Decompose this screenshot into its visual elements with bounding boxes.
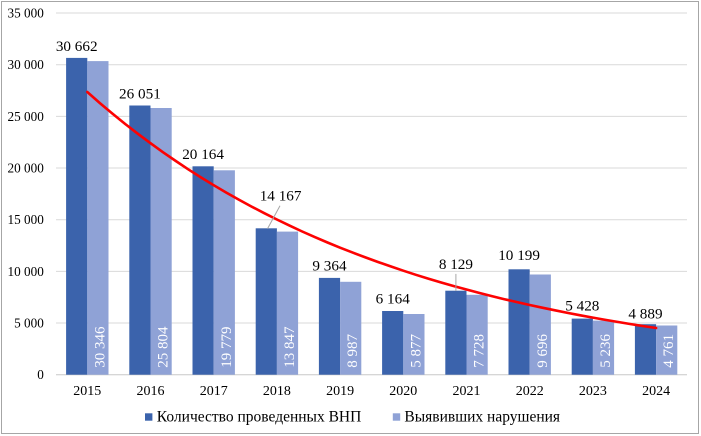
svg-text:25 000: 25 000 bbox=[8, 109, 45, 124]
svg-text:30 662: 30 662 bbox=[56, 38, 98, 55]
svg-text:5 877: 5 877 bbox=[408, 334, 424, 368]
svg-text:2016: 2016 bbox=[137, 384, 165, 399]
svg-text:20 164: 20 164 bbox=[182, 146, 224, 163]
svg-text:30 346: 30 346 bbox=[92, 326, 108, 368]
svg-text:8 129: 8 129 bbox=[439, 256, 473, 273]
svg-text:0: 0 bbox=[37, 367, 44, 382]
svg-text:2019: 2019 bbox=[326, 384, 354, 399]
svg-text:7 728: 7 728 bbox=[472, 334, 488, 368]
svg-text:15 000: 15 000 bbox=[8, 212, 45, 227]
svg-text:19 779: 19 779 bbox=[219, 327, 235, 368]
svg-text:20 000: 20 000 bbox=[8, 161, 45, 176]
svg-text:35 000: 35 000 bbox=[8, 6, 45, 21]
svg-text:10 199: 10 199 bbox=[498, 247, 540, 264]
svg-text:2017: 2017 bbox=[200, 384, 228, 399]
svg-text:4 761: 4 761 bbox=[661, 334, 677, 368]
svg-text:14 167: 14 167 bbox=[260, 188, 302, 205]
svg-text:5 428: 5 428 bbox=[565, 298, 600, 315]
svg-text:9 364: 9 364 bbox=[312, 258, 347, 275]
svg-text:5 236: 5 236 bbox=[598, 334, 614, 368]
svg-text:2021: 2021 bbox=[453, 384, 481, 399]
svg-text:2018: 2018 bbox=[263, 384, 291, 399]
svg-text:2024: 2024 bbox=[642, 384, 670, 399]
svg-text:8 987: 8 987 bbox=[345, 334, 361, 368]
svg-text:9 696: 9 696 bbox=[535, 334, 551, 368]
svg-text:5 000: 5 000 bbox=[14, 316, 44, 331]
svg-text:30 000: 30 000 bbox=[8, 57, 45, 72]
svg-text:10 000: 10 000 bbox=[8, 264, 45, 279]
svg-text:4 889: 4 889 bbox=[628, 306, 662, 323]
svg-text:Выявивших нарушения: Выявивших нарушения bbox=[404, 409, 560, 426]
svg-text:2022: 2022 bbox=[516, 384, 544, 399]
svg-text:2023: 2023 bbox=[579, 384, 607, 399]
svg-text:2015: 2015 bbox=[73, 384, 101, 399]
svg-text:6 164: 6 164 bbox=[376, 291, 411, 308]
svg-text:25 804: 25 804 bbox=[156, 326, 172, 368]
svg-text:13 847: 13 847 bbox=[282, 326, 298, 368]
svg-text:2020: 2020 bbox=[389, 384, 417, 399]
svg-text:Количество проведенных ВНП: Количество проведенных ВНП bbox=[157, 409, 362, 426]
svg-text:26 051: 26 051 bbox=[119, 85, 161, 102]
